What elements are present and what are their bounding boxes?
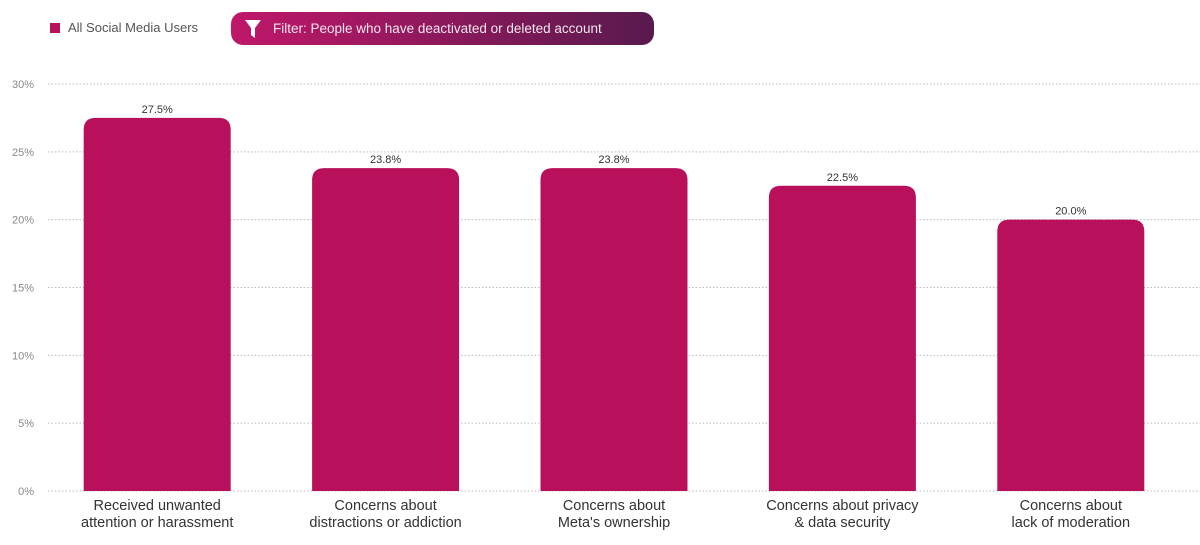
category-label: distractions or addiction <box>309 515 461 531</box>
data-label: 27.5% <box>142 104 173 116</box>
category-label: Concerns about privacy <box>766 498 919 514</box>
filter-label: Filter: People who have deactivated or d… <box>273 21 602 36</box>
bar <box>540 168 688 491</box>
category-label: Concerns about <box>1020 498 1122 514</box>
category-label: Received unwanted <box>94 498 221 514</box>
legend-label: All Social Media Users <box>68 20 199 35</box>
category-label: lack of moderation <box>1012 515 1130 531</box>
y-tick-label: 25% <box>12 147 34 159</box>
filter-button[interactable]: Filter: People who have deactivated or d… <box>231 12 654 45</box>
category-label: Meta's ownership <box>558 515 670 531</box>
data-label: 22.5% <box>827 172 858 184</box>
funnel-icon <box>245 19 261 38</box>
y-tick-label: 15% <box>12 283 34 295</box>
category-label: Concerns about <box>334 498 436 514</box>
legend-swatch <box>50 22 60 33</box>
y-tick-label: 20% <box>12 215 34 227</box>
bar <box>997 219 1145 491</box>
y-tick-label: 5% <box>18 418 34 430</box>
y-tick-label: 10% <box>12 350 34 362</box>
data-label: 20.0% <box>1055 206 1086 218</box>
chart-legend: All Social Media Users <box>50 20 198 35</box>
bar <box>83 117 231 492</box>
y-tick-label: 30% <box>12 79 34 91</box>
y-tick-label: 0% <box>18 486 34 498</box>
category-label: Concerns about <box>563 498 665 514</box>
data-label: 23.8% <box>370 154 401 166</box>
category-label: attention or harassment <box>81 515 233 531</box>
category-label: & data security <box>794 515 891 531</box>
data-label: 23.8% <box>598 154 629 166</box>
bar <box>312 168 460 491</box>
bar <box>768 185 916 491</box>
